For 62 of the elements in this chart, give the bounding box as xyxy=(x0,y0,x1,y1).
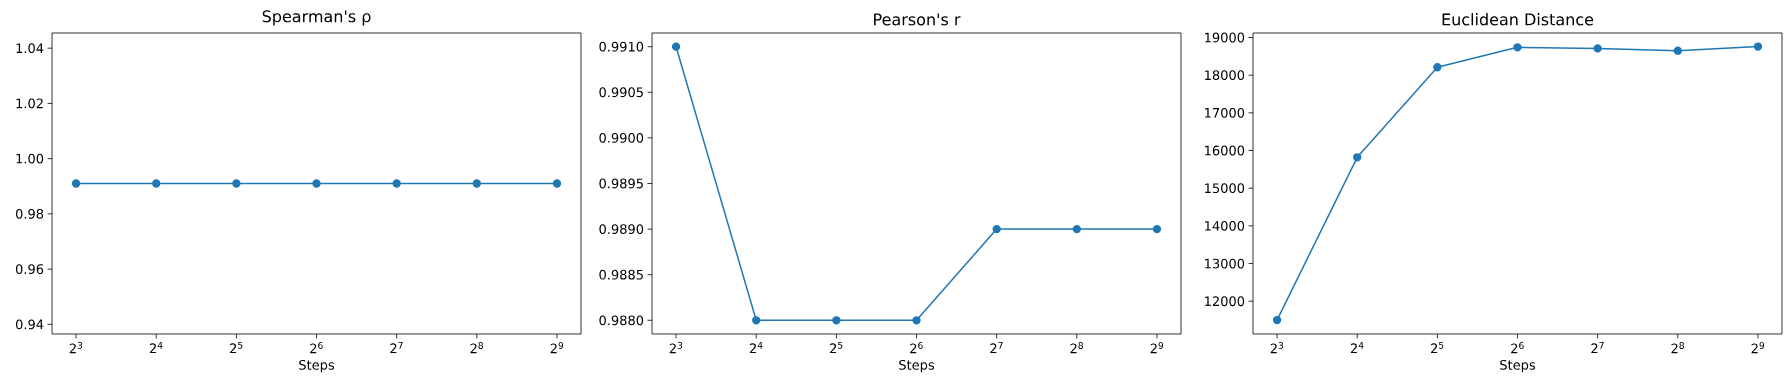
point xyxy=(992,224,1001,234)
chart-title: Pearson's r xyxy=(874,13,961,26)
chart-title: Spearman's ρ xyxy=(262,10,371,26)
point xyxy=(752,316,761,325)
x-tick-label: 2$^{4}$ xyxy=(1350,342,1364,354)
x-tick-label: 2$^{4}$ xyxy=(749,342,763,354)
y-tick-label: 13000 xyxy=(1205,258,1245,269)
point xyxy=(1513,43,1522,52)
y-tick-label: 1.02 xyxy=(16,98,43,109)
y-tick-label: 15000 xyxy=(1205,183,1245,194)
x-tick-label: 2$^{6}$ xyxy=(310,342,323,354)
y-tick-label: 16000 xyxy=(1205,145,1245,156)
y-tick-label: 0.9900 xyxy=(599,132,644,143)
y-tick-label: 17000 xyxy=(1205,107,1245,118)
y-tick-label: 0.9910 xyxy=(599,41,644,52)
y-tick-label: 19000 xyxy=(1205,32,1245,43)
x-axis-title: Steps xyxy=(1500,360,1536,373)
y-tick-label: 0.96 xyxy=(15,264,44,275)
point xyxy=(1152,224,1162,234)
point xyxy=(1593,44,1602,53)
x-tick-label: 2$^{3}$ xyxy=(669,342,683,354)
x-tick-label: 2$^{9}$ xyxy=(1751,342,1765,354)
y-tick-label: 1.00 xyxy=(16,153,44,164)
x-tick-label: 2$^{8}$ xyxy=(1070,342,1083,354)
x-axis-title: Steps xyxy=(299,360,335,373)
point xyxy=(1433,63,1442,72)
y-tick-label: 14000 xyxy=(1205,220,1245,231)
y-tick-label: 18000 xyxy=(1205,70,1245,81)
y-tick-label: 0.98 xyxy=(15,208,44,219)
x-tick-label: 2$^{7}$ xyxy=(990,342,1003,354)
x-tick-label: 2$^{7}$ xyxy=(390,342,403,354)
y-tick-label: 0.9890 xyxy=(599,224,644,235)
y-tick-label: 0.9895 xyxy=(599,178,643,189)
x-tick-label: 2$^{9}$ xyxy=(550,342,564,354)
x-tick-label: 2$^{6}$ xyxy=(910,342,923,354)
point xyxy=(832,316,841,325)
y-tick-label: 0.9905 xyxy=(599,87,643,98)
x-tick-label: 2$^{6}$ xyxy=(1511,342,1524,354)
point xyxy=(1673,46,1682,55)
point xyxy=(1072,224,1081,234)
y-tick-label: 0.9885 xyxy=(599,269,643,280)
y-tick-label: 1.04 xyxy=(16,43,44,54)
y-tick-label: 0.9880 xyxy=(599,315,644,326)
x-tick-label: 2$^{9}$ xyxy=(1150,342,1164,354)
x-tick-label: 2$^{8}$ xyxy=(470,342,483,354)
point xyxy=(671,42,681,51)
point xyxy=(912,316,921,325)
point xyxy=(1272,315,1282,325)
x-tick-label: 2$^{5}$ xyxy=(1431,342,1444,354)
x-tick-label: 2$^{5}$ xyxy=(230,342,243,354)
point xyxy=(1353,153,1362,162)
x-tick-label: 2$^{3}$ xyxy=(1270,342,1284,354)
point xyxy=(1753,42,1763,51)
x-axis-title: Steps xyxy=(899,360,935,373)
x-tick-label: 2$^{4}$ xyxy=(149,342,163,354)
x-tick-label: 2$^{7}$ xyxy=(1591,342,1604,354)
x-tick-label: 2$^{3}$ xyxy=(69,342,83,354)
x-tick-label: 2$^{5}$ xyxy=(830,342,843,354)
y-tick-label: 0.94 xyxy=(15,319,44,330)
x-tick-label: 2$^{8}$ xyxy=(1671,342,1684,354)
y-tick-label: 12000 xyxy=(1205,296,1245,307)
chart-title: Euclidean Distance xyxy=(1442,13,1594,26)
